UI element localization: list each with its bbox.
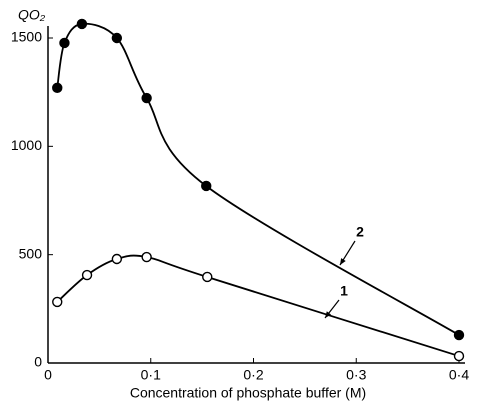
marker (111, 253, 123, 265)
marker (201, 180, 212, 192)
marker (59, 37, 70, 49)
marker (81, 269, 93, 281)
x-tick-label: 0·2 (243, 367, 263, 383)
marker (52, 82, 63, 94)
marker (111, 32, 123, 44)
curve-label: 1 (340, 283, 348, 299)
marker (202, 271, 213, 283)
y-tick-label: 0 (34, 354, 42, 370)
curve-label: 2 (356, 224, 364, 240)
marker (141, 251, 152, 263)
marker (76, 18, 88, 30)
x-tick-label: 0 (44, 367, 52, 383)
marker (453, 350, 465, 362)
x-tick-label: 0·3 (346, 367, 366, 383)
marker (141, 92, 152, 104)
y-axis-label: QO₂ (18, 7, 46, 23)
arrow-head (325, 311, 332, 318)
y-tick-label: 1500 (11, 29, 42, 45)
y-tick-label: 500 (19, 245, 43, 261)
marker (52, 296, 63, 308)
x-tick-label: 0·4 (449, 367, 469, 383)
arrow-head (340, 258, 346, 265)
x-axis-label: Concentration of phosphate buffer (M) (130, 385, 366, 401)
line (56, 254, 460, 357)
marker (453, 329, 465, 341)
x-tick-label: 0·1 (141, 367, 161, 383)
y-tick-label: 1000 (11, 137, 42, 153)
line (56, 22, 460, 336)
